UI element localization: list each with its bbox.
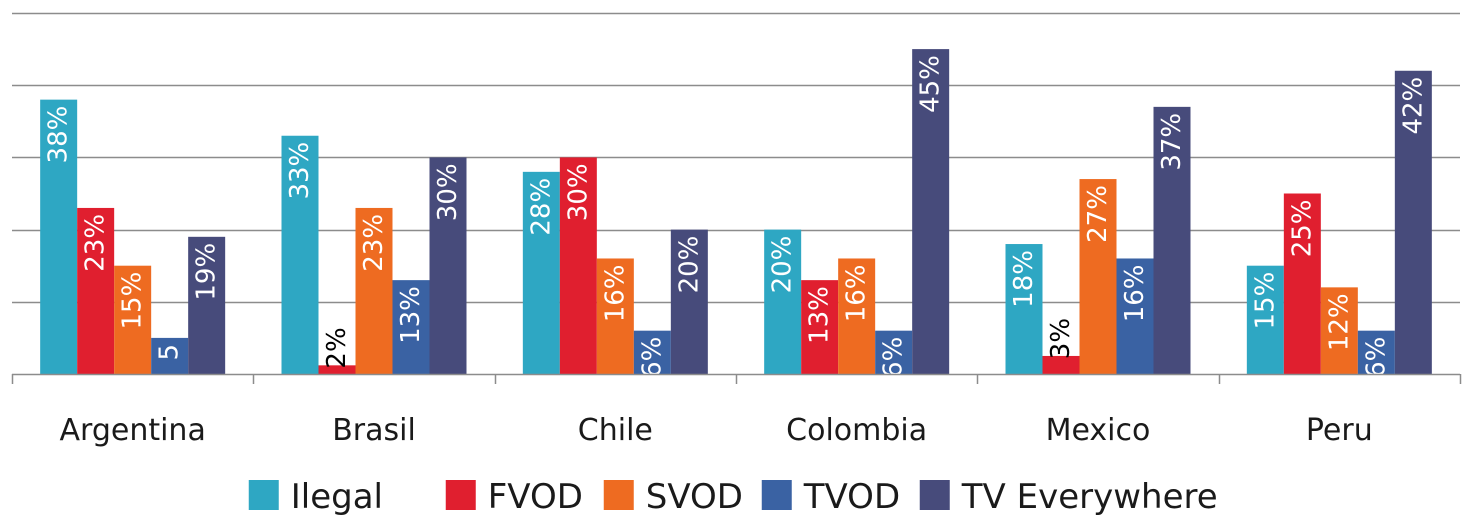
bar-tv-everywhere-argentina bbox=[188, 236, 226, 374]
bar-fvod-peru bbox=[1283, 193, 1321, 374]
bar-label-ilegal-colombia: 20% bbox=[768, 236, 798, 294]
legend-swatch-tv-everywhere bbox=[919, 480, 950, 510]
bar-label-ilegal-argentina: 38% bbox=[44, 106, 74, 164]
legend-label-tvod: TVOD bbox=[803, 477, 900, 517]
bar-label-svod-brasil: 23% bbox=[359, 214, 389, 272]
gridlines bbox=[12, 12, 1460, 304]
bar-tv-everywhere-peru bbox=[1394, 70, 1432, 374]
bar-tv-everywhere-brasil bbox=[429, 157, 467, 374]
bar-label-ilegal-peru: 15% bbox=[1250, 272, 1280, 330]
legend-swatch-fvod bbox=[445, 480, 476, 510]
bar-fvod-chile bbox=[559, 157, 597, 374]
bar-svod-argentina bbox=[114, 265, 152, 374]
bar-ilegal-chile bbox=[522, 171, 560, 374]
bar-tvod-chile bbox=[633, 330, 671, 374]
bar-svod-peru bbox=[1320, 287, 1358, 374]
bar-svod-mexico bbox=[1079, 179, 1117, 374]
category-label-brasil: Brasil bbox=[332, 413, 416, 448]
bar-svod-brasil bbox=[355, 207, 393, 374]
bar-label-fvod-mexico: 3% bbox=[1046, 318, 1076, 359]
bar-ilegal-mexico bbox=[1005, 244, 1043, 374]
legend-swatch-ilegal bbox=[248, 480, 279, 510]
bar-fvod-mexico bbox=[1042, 355, 1080, 374]
bar-labels: 38%33%28%20% 18% 15%23%2%30%13% 3%25%15%23%… bbox=[44, 55, 1429, 378]
legend-swatch-svod bbox=[603, 480, 634, 510]
bar-label-tv-everywhere-brasil: 30% bbox=[433, 163, 463, 221]
bar-label-tv-everywhere-mexico: 37% bbox=[1157, 113, 1187, 171]
bar-tv-everywhere-chile bbox=[670, 229, 708, 374]
bar-label-svod-argentina: 15% bbox=[118, 272, 148, 330]
bar-label-svod-colombia: 16% bbox=[842, 264, 872, 322]
bar-ilegal-colombia bbox=[764, 229, 802, 374]
bar-label-tvod-colombia: 6% bbox=[879, 337, 909, 378]
bar-fvod-argentina bbox=[77, 207, 115, 374]
bar-tvod-mexico bbox=[1116, 258, 1154, 374]
bar-label-fvod-colombia: 13% bbox=[805, 286, 835, 344]
bar-label-tv-everywhere-argentina: 19% bbox=[192, 243, 222, 301]
bar-ilegal-brasil bbox=[281, 135, 319, 374]
bar-label-ilegal-mexico: 18% bbox=[1009, 250, 1039, 308]
bar-label-tvod-brasil: 13% bbox=[396, 286, 426, 344]
bar-tvod-argentina bbox=[151, 337, 189, 374]
bar-label-svod-mexico: 27% bbox=[1083, 185, 1113, 243]
bar-label-fvod-chile: 30% bbox=[563, 163, 593, 221]
bar-tv-everywhere-colombia bbox=[912, 49, 950, 374]
category-label-chile: Chile bbox=[578, 413, 653, 448]
bar-tvod-brasil bbox=[392, 280, 430, 374]
legend: Ilegal FVOD SVOD TVOD TV Everywhere bbox=[248, 477, 1218, 517]
bar-label-svod-chile: 16% bbox=[600, 264, 630, 322]
bar-fvod-brasil bbox=[318, 365, 356, 374]
legend-label-svod: SVOD bbox=[646, 477, 743, 517]
bar-tvod-peru bbox=[1357, 330, 1395, 374]
legend-label-fvod: FVOD bbox=[488, 477, 583, 517]
category-label-colombia: Colombia bbox=[786, 413, 927, 448]
bar-label-tv-everywhere-peru: 42% bbox=[1398, 77, 1428, 135]
legend-label-ilegal: Ilegal bbox=[291, 477, 383, 517]
bar-label-tvod-argentina: 5 bbox=[155, 344, 185, 361]
bar-label-tv-everywhere-colombia: 45% bbox=[916, 55, 946, 113]
bar-svod-colombia bbox=[838, 258, 876, 374]
bar-label-tvod-chile: 6% bbox=[637, 337, 667, 378]
legend-swatch-tvod bbox=[761, 480, 792, 510]
bar-label-tvod-peru: 6% bbox=[1361, 337, 1391, 378]
legend-label-tv-everywhere: TV Everywhere bbox=[961, 477, 1218, 517]
bar-label-fvod-argentina: 23% bbox=[81, 214, 111, 272]
bar-label-fvod-brasil: 2% bbox=[322, 327, 352, 368]
bar-label-tv-everywhere-chile: 20% bbox=[674, 236, 704, 294]
x-axis bbox=[11, 373, 1462, 384]
bar-label-ilegal-chile: 28% bbox=[526, 178, 556, 236]
bar-label-svod-peru: 12% bbox=[1324, 293, 1354, 351]
bars bbox=[40, 49, 1432, 375]
bar-ilegal-peru bbox=[1246, 265, 1284, 374]
bar-label-fvod-peru: 25% bbox=[1287, 200, 1317, 258]
category-labels: Argentina Brasil Chile Colombia Mexico Peru bbox=[59, 413, 1372, 448]
bar-label-ilegal-brasil: 33% bbox=[285, 142, 315, 200]
category-label-argentina: Argentina bbox=[59, 413, 205, 448]
bar-svod-chile bbox=[596, 258, 634, 374]
bar-tvod-colombia bbox=[875, 330, 913, 374]
bar-fvod-colombia bbox=[801, 280, 839, 374]
category-label-peru: Peru bbox=[1306, 413, 1373, 448]
bar-tv-everywhere-mexico bbox=[1153, 106, 1191, 375]
bar-ilegal-argentina bbox=[40, 99, 78, 374]
bar-label-tvod-mexico: 16% bbox=[1120, 264, 1150, 322]
category-label-mexico: Mexico bbox=[1046, 413, 1151, 448]
